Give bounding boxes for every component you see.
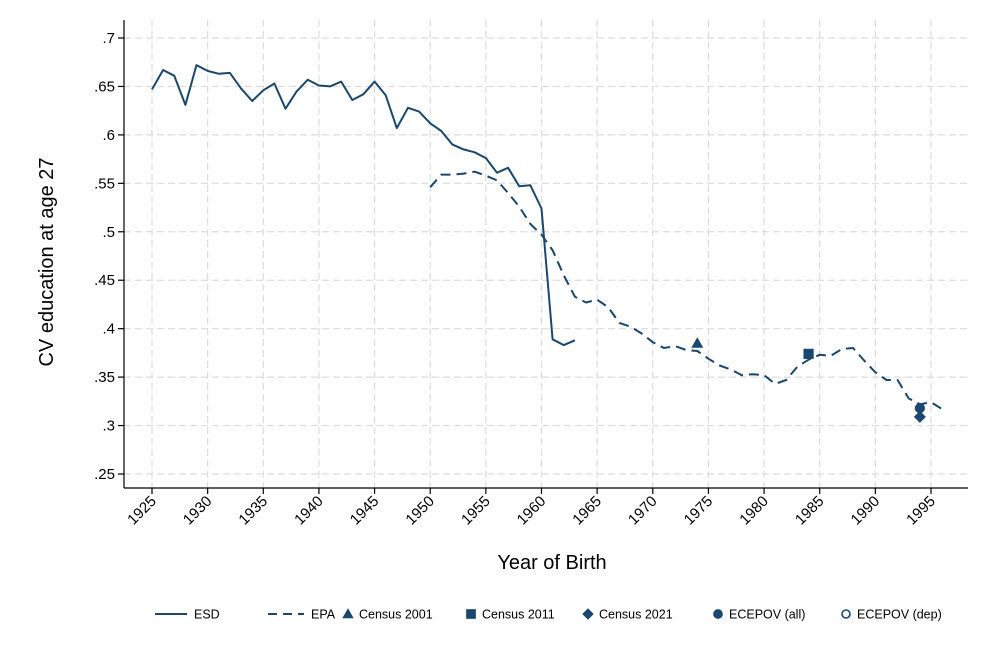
legend-label: Census 2021 bbox=[599, 608, 673, 622]
series-line-esd bbox=[151, 64, 576, 347]
legend-label: Census 2001 bbox=[359, 608, 433, 622]
legend-label: ECEPOV (dep) bbox=[857, 608, 942, 622]
legend-key-hollow-circle bbox=[841, 609, 851, 619]
point-census-2021 bbox=[913, 410, 926, 423]
y-axis-title: CV education at age 27 bbox=[36, 157, 58, 366]
y-tick-label: .4 bbox=[102, 321, 115, 338]
legend-item: ECEPOV (dep) bbox=[841, 608, 942, 622]
point-ecepov-all- bbox=[914, 403, 925, 414]
axes: .25 .3 .35 .4 .45 .5 .55 .6 .65 .7 1925 1930 1935 194… bbox=[94, 20, 968, 528]
legend-label: ECEPOV (all) bbox=[729, 608, 805, 622]
x-tick-label: 1955 bbox=[458, 493, 494, 529]
y-tick-label: .35 bbox=[94, 369, 115, 386]
legend-label: Census 2011 bbox=[482, 608, 555, 622]
legend-key-diamond bbox=[582, 608, 594, 620]
legend-item: Census 2021 bbox=[582, 608, 673, 622]
legend: ESD EPA Census 2001 Census 2011 Census 2021 E… bbox=[155, 608, 942, 622]
point-census-2001 bbox=[691, 337, 704, 348]
point-census-2011 bbox=[803, 348, 814, 359]
x-tick-label: 1995 bbox=[903, 493, 939, 529]
x-tick-label: 1990 bbox=[848, 493, 884, 529]
legend-label: EPA bbox=[311, 608, 336, 622]
legend-item: ESD bbox=[155, 608, 220, 622]
gridlines bbox=[124, 20, 968, 488]
series-lines bbox=[151, 64, 943, 410]
legend-key-circle bbox=[713, 609, 723, 619]
x-tick-label: 1975 bbox=[681, 493, 717, 529]
x-tick-label: 1980 bbox=[736, 493, 772, 529]
legend-key-triangle bbox=[342, 608, 354, 619]
x-tick-label: 1985 bbox=[792, 493, 828, 529]
x-axis-title: Year of Birth bbox=[497, 552, 606, 574]
legend-item: Census 2001 bbox=[342, 608, 433, 622]
x-tick-label: 1970 bbox=[625, 493, 661, 529]
y-tick-label: .3 bbox=[102, 418, 115, 435]
y-tick-label: .6 bbox=[102, 127, 115, 144]
legend-key-square bbox=[466, 609, 476, 619]
y-tick-label: .45 bbox=[94, 272, 115, 289]
census-points bbox=[691, 337, 926, 423]
x-tick-label: 1930 bbox=[180, 493, 216, 529]
x-tick-label: 1925 bbox=[124, 493, 160, 529]
x-tick-label: 1965 bbox=[569, 493, 605, 529]
y-tick-label: .25 bbox=[94, 466, 115, 483]
y-tick-label: .5 bbox=[102, 224, 115, 241]
legend-item: Census 2011 bbox=[466, 608, 555, 622]
x-tick-label: 1960 bbox=[514, 493, 550, 529]
y-tick-label: .55 bbox=[94, 175, 115, 192]
series-line-epa bbox=[429, 170, 943, 410]
x-tick-label: 1945 bbox=[347, 493, 383, 529]
x-tick-label: 1940 bbox=[291, 493, 327, 529]
x-tick-label: 1935 bbox=[235, 493, 271, 529]
x-tick-label: 1950 bbox=[402, 493, 438, 529]
legend-label: ESD bbox=[194, 608, 220, 622]
y-tick-label: .65 bbox=[94, 78, 115, 95]
y-tick-label: .7 bbox=[102, 30, 115, 47]
legend-item: EPA bbox=[268, 608, 336, 622]
legend-item: ECEPOV (all) bbox=[713, 608, 805, 622]
